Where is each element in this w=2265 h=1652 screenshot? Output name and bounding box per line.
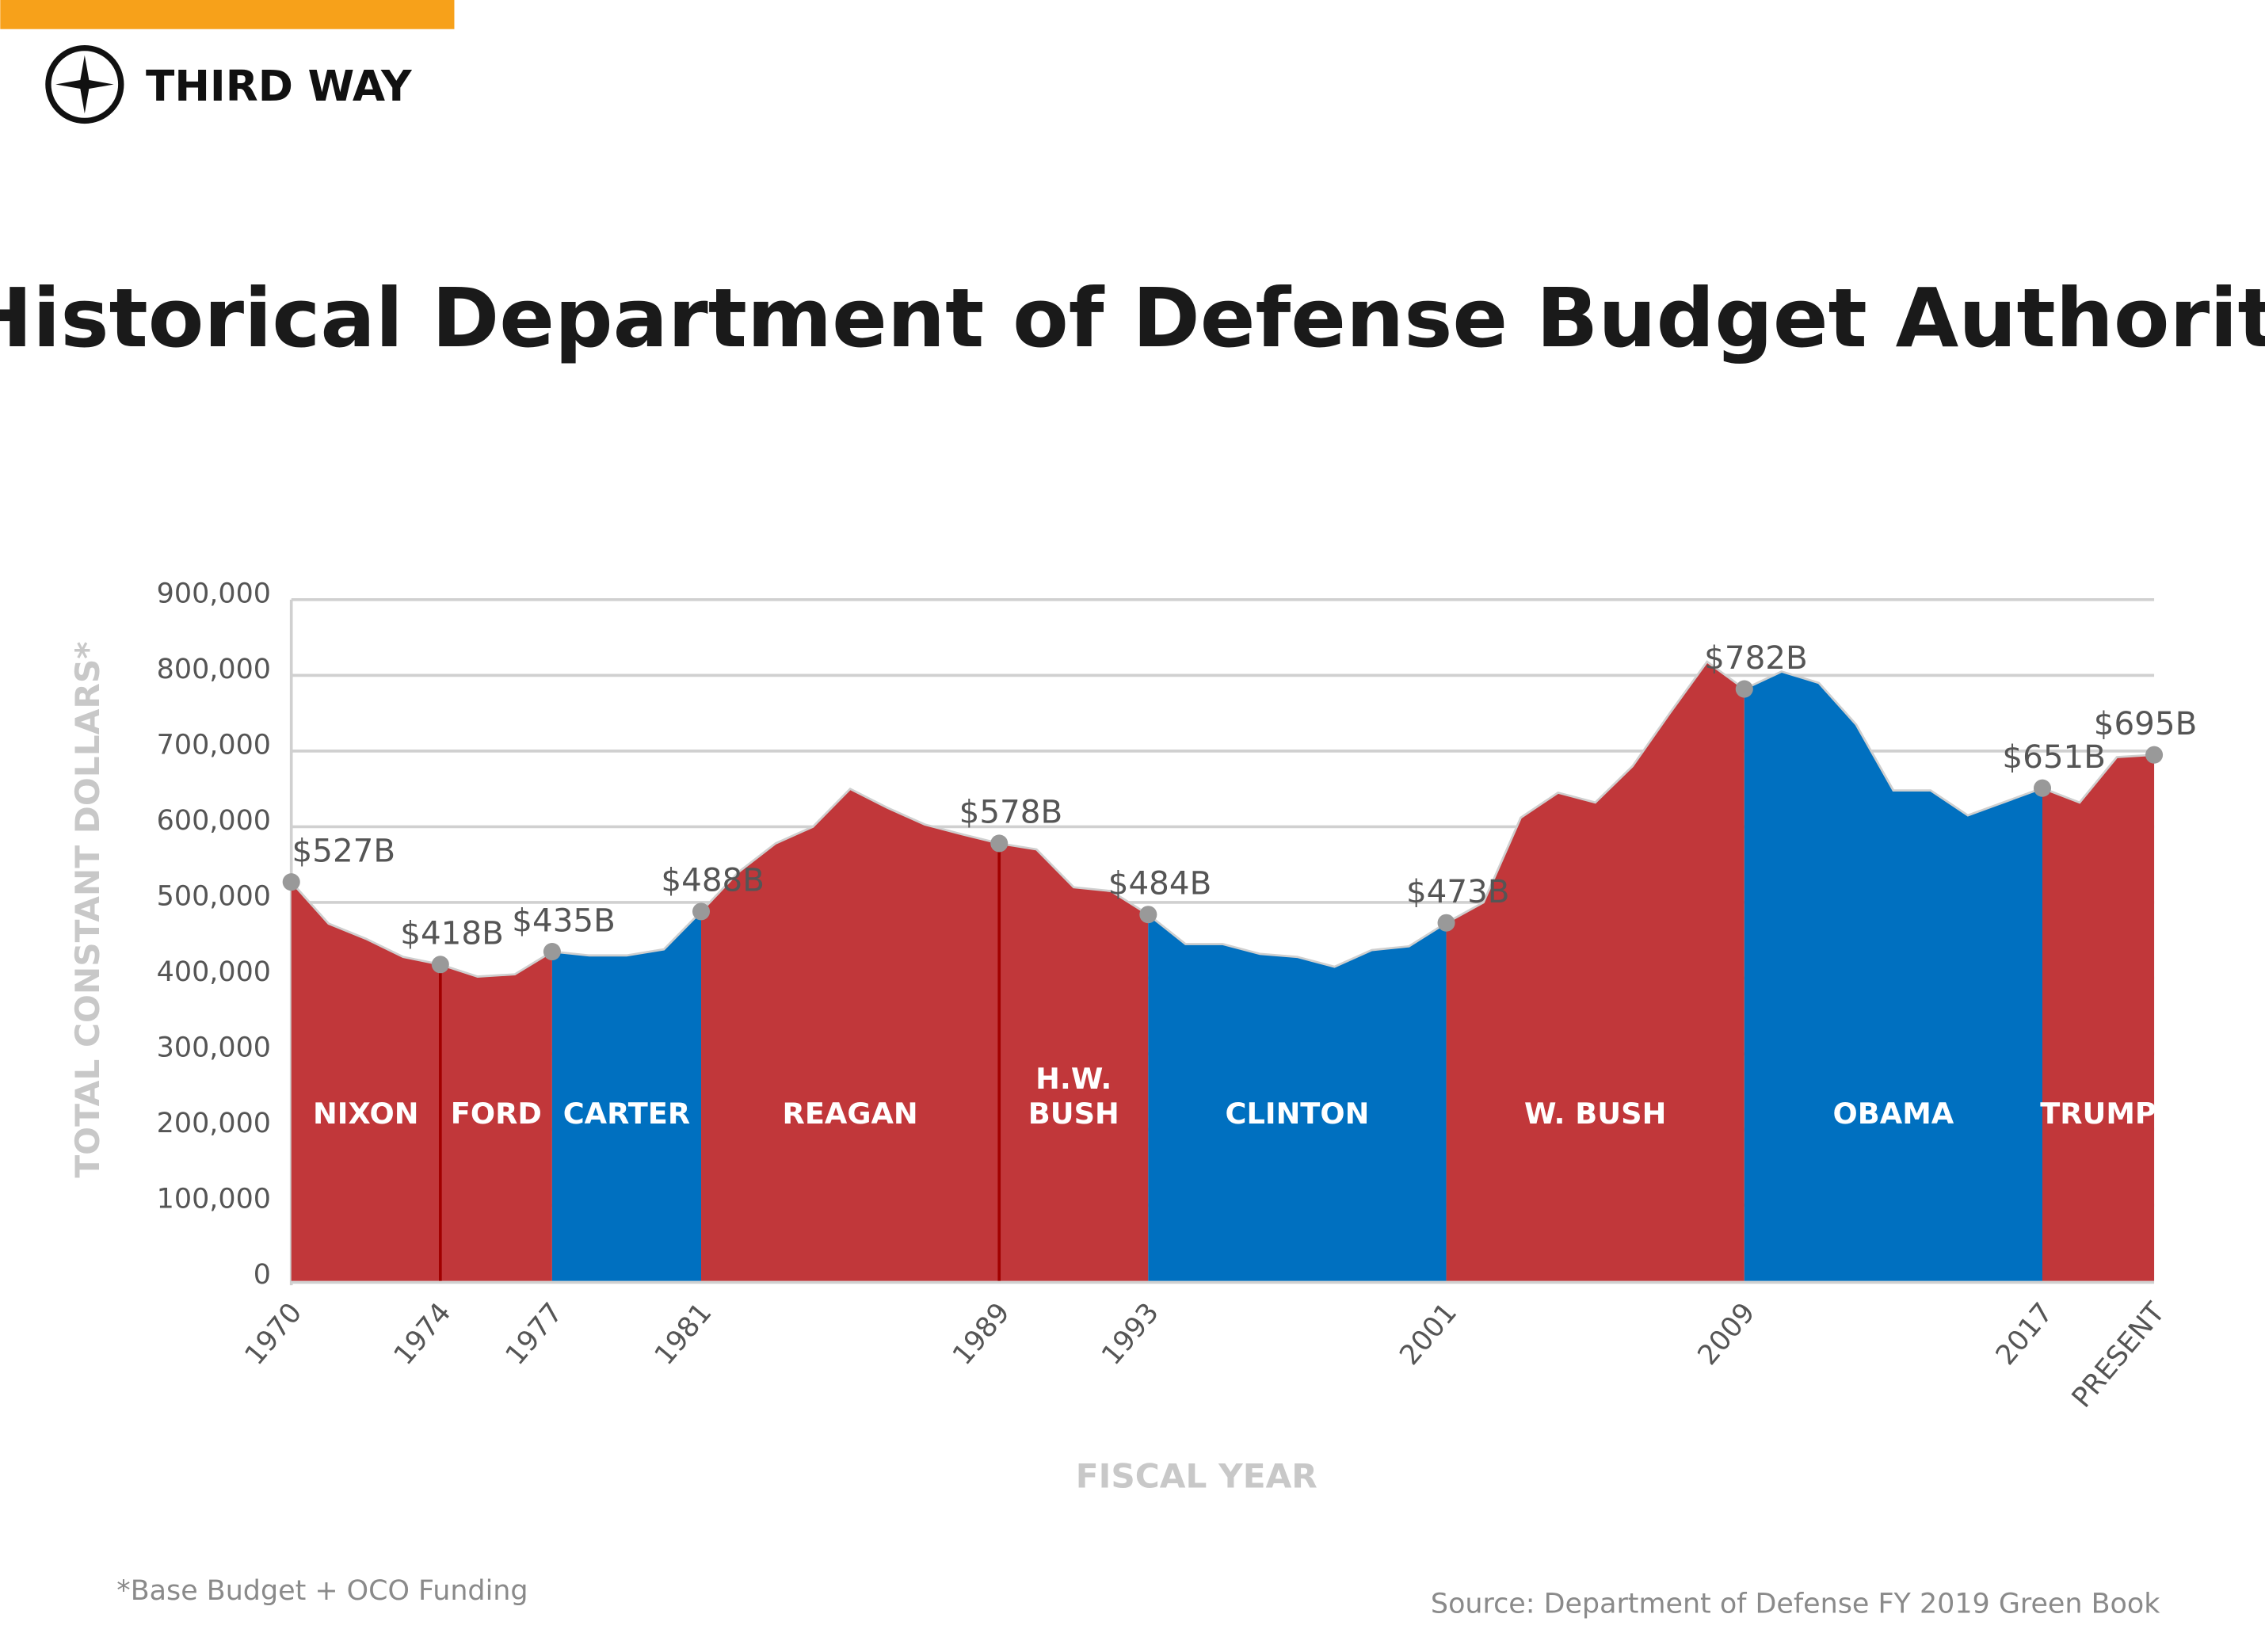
x-tick-label: 2017 [1990,1297,2060,1372]
series-outline [1445,660,1745,924]
y-tick-label: 100,000 [157,1184,271,1215]
brand-accent-bar [0,0,455,29]
data-label: $651B [2002,738,2106,776]
series-outline [290,881,441,966]
x-axis-ticks: 1970 1974 1977 1981 1989 1993 2001 2009 2017 PRES… [239,1297,2172,1414]
x-tick-label: 1970 [239,1297,309,1372]
y-axis-title: TOTAL CONSTANT DOLLARS* [68,642,107,1178]
x-tick-label: PRESENT [2066,1297,2172,1414]
president-label: REAGAN [783,1097,918,1131]
president-label: BUSH [1028,1097,1119,1131]
president-label: CLINTON [1226,1097,1370,1131]
x-tick-label: 2009 [1692,1297,1762,1372]
x-tick-label: 1989 [947,1297,1016,1372]
series-outline [440,950,553,978]
data-label: $435B [512,901,616,939]
president-label: CARTER [563,1097,690,1131]
brand-name: THIRD WAY [146,62,413,111]
series-outline [551,910,702,957]
source-note: Source: Department of Defense FY 2019 Gr… [1431,1588,2160,1620]
series-outline [700,787,1000,913]
x-tick-label: 1981 [649,1297,719,1372]
footnote: *Base Budget + OCO Funding [116,1575,528,1607]
y-tick-label: 500,000 [157,881,271,913]
series-outline [2042,754,2155,804]
x-axis-title: FISCAL YEAR [1076,1456,1317,1495]
data-label: $695B [2094,704,2198,742]
area-clinton [1148,914,1447,1281]
y-tick-label: 700,000 [157,730,271,761]
data-point [990,834,1009,853]
y-tick-label: 800,000 [157,654,271,685]
series-outline [999,842,1150,916]
series-outline [1744,670,2043,817]
area-trump [2042,754,2155,1281]
y-tick-label: 600,000 [157,805,271,837]
president-label: OBAMA [1833,1097,1954,1131]
area-ford [440,952,552,1281]
president-label: TRUMP [2040,1097,2156,1131]
data-point [1139,906,1157,924]
area-w-bush [1446,662,1745,1281]
area-nixon [291,882,440,1281]
x-tick-label: 2001 [1394,1297,1463,1372]
x-tick-label: 1977 [500,1297,570,1372]
y-axis-ticks: 0 100,000 200,000 300,000 400,000 500,000 600,… [157,578,271,1291]
data-point [692,902,711,921]
y-tick-label: 400,000 [157,956,271,988]
data-point [543,943,561,961]
y-tick-label: 300,000 [157,1032,271,1064]
chart-title: Historical Department of Defense Budget … [0,272,2265,366]
area-carter [551,911,702,1281]
data-point [431,956,449,974]
data-point [282,873,300,891]
y-tick-label: 0 [254,1259,271,1291]
president-label: NIXON [313,1097,418,1131]
data-point [2033,779,2052,797]
president-label: W. BUSH [1524,1097,1666,1131]
y-tick-label: 200,000 [157,1108,271,1139]
y-tick-label: 900,000 [157,578,271,610]
area-reagan [701,788,1000,1281]
point-markers: $527B $418B $435B $488B $578B $484B $473B $782B… [282,639,2198,974]
president-label: H.W. [1035,1062,1112,1096]
series-outline [1147,914,1447,968]
x-tick-label: 1993 [1096,1297,1165,1372]
data-point [2145,746,2164,764]
data-label: $473B [1406,872,1510,910]
data-point [1735,680,1753,698]
compass-logo-icon [45,44,124,124]
x-tick-label: 1974 [388,1297,458,1372]
data-label: $578B [959,793,1063,831]
president-label: FORD [451,1097,542,1131]
data-label: $782B [1704,639,1808,677]
area-obama [1744,671,2042,1281]
data-label: $484B [1108,864,1212,902]
data-label: $488B [661,861,765,899]
area-series: NIXON FORD CARTER REAGAN H.W.BUSH CLINTON W. B… [290,660,2156,1281]
data-point [1437,914,1455,932]
data-label: $418B [400,914,504,952]
area-h-w-bush [999,843,1149,1281]
data-label: $527B [292,831,396,869]
